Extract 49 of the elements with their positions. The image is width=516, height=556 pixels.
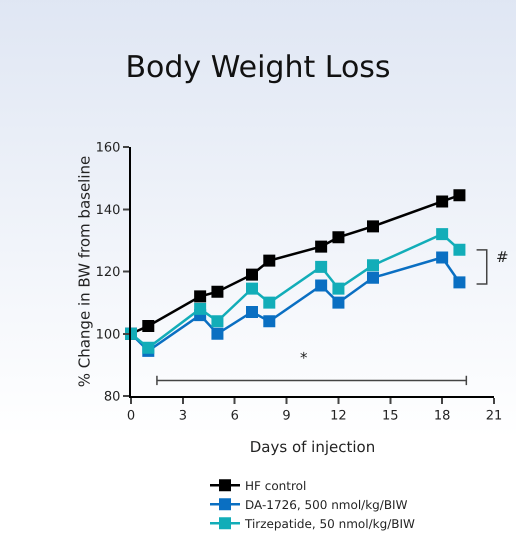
- x-tick-label: 9: [282, 408, 291, 424]
- point: [263, 296, 276, 309]
- point: [246, 306, 258, 318]
- point: [211, 328, 224, 340]
- point: [436, 195, 448, 208]
- legend-label: DA-1726, 500 nmol/kg/BIW: [245, 498, 408, 512]
- y-tick-label: 160: [96, 140, 120, 156]
- annotation: *: [300, 349, 308, 367]
- point: [194, 290, 206, 302]
- x-tick-label: 0: [126, 408, 136, 424]
- point: [315, 240, 328, 253]
- chart-title: Body Weight Loss: [125, 50, 391, 86]
- point: [263, 254, 276, 267]
- x-axis-title: Days of injection: [250, 438, 376, 456]
- point: [246, 268, 258, 281]
- y-tick-label: 100: [96, 327, 120, 342]
- point: [211, 286, 224, 298]
- x-tick-label: 6: [230, 408, 239, 424]
- point: [367, 220, 379, 232]
- legend-label: Tirzepatide, 50 nmol/kg/BIW: [244, 516, 416, 531]
- y-axis-title: % Change in BW from baseline: [76, 156, 94, 388]
- x-tick-label: 18: [434, 408, 450, 424]
- point: [332, 296, 344, 309]
- x-tick-label: 21: [486, 408, 502, 424]
- point: [315, 280, 328, 292]
- point: [332, 282, 344, 295]
- legend-label: HF control: [245, 478, 306, 493]
- point: [367, 259, 379, 272]
- point: [453, 276, 466, 288]
- point: [332, 231, 344, 244]
- point: [453, 189, 466, 202]
- y-tick-label: 120: [96, 265, 120, 280]
- point: [246, 282, 258, 295]
- y-tick-label: 80: [104, 390, 120, 405]
- point: [142, 320, 154, 332]
- y-tick-label: 140: [96, 202, 120, 218]
- point: [315, 260, 328, 273]
- point: [142, 342, 154, 354]
- point: [453, 244, 466, 256]
- point: [436, 228, 448, 240]
- point: [263, 315, 276, 328]
- point: [436, 251, 448, 264]
- point: [194, 302, 206, 315]
- point: [211, 315, 224, 328]
- x-tick-label: 15: [382, 408, 399, 424]
- text: #: [496, 248, 509, 266]
- x-tick-label: 3: [178, 408, 187, 424]
- point: [367, 272, 379, 284]
- x-tick-label: 12: [330, 408, 347, 424]
